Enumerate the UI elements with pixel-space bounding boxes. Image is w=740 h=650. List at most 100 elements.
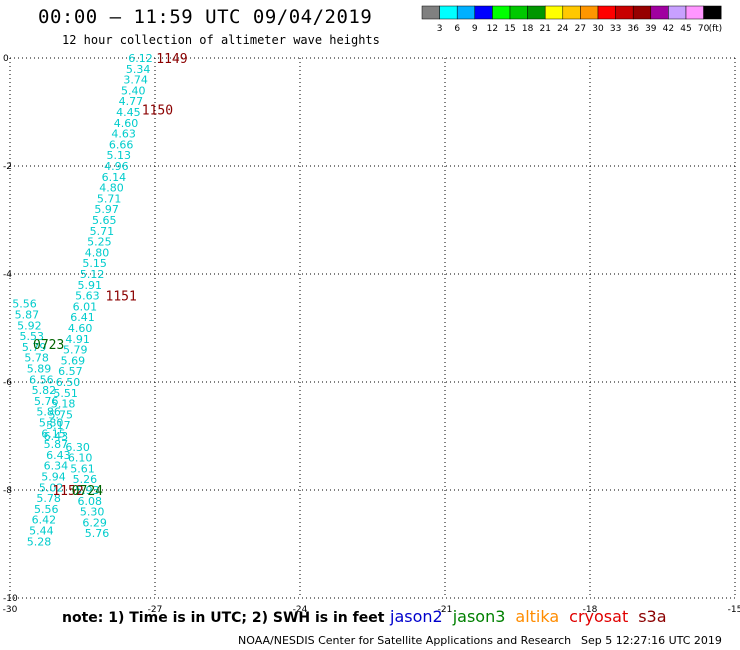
wave-height-value: 5.02 bbox=[39, 481, 64, 494]
wave-height-value: 6.14 bbox=[102, 171, 127, 184]
x-tick-label: -18 bbox=[583, 605, 598, 615]
color-scale-tick: 21 bbox=[539, 24, 550, 34]
color-scale-tick: 12 bbox=[487, 24, 498, 34]
wave-height-value: 5.40 bbox=[121, 84, 146, 97]
pass-time-label: 1152 bbox=[52, 484, 83, 499]
wave-height-value: 5.93 bbox=[75, 484, 100, 497]
wave-height-value: 6.43 bbox=[44, 430, 69, 443]
pass-time-label: 0723 bbox=[33, 338, 64, 353]
wave-height-value: 6.29 bbox=[82, 516, 107, 529]
color-scale-tick: 33 bbox=[610, 24, 621, 34]
wave-height-value: 5.51 bbox=[53, 387, 78, 400]
wave-height-value: 5.87 bbox=[44, 438, 69, 451]
page-subtitle: 12 hour collection of altimeter wave hei… bbox=[62, 33, 380, 47]
wave-height-value: 5.80 bbox=[39, 417, 64, 430]
wave-height-value: 6.08 bbox=[78, 495, 103, 508]
wave-height-value: 5.25 bbox=[87, 236, 112, 249]
y-tick-label: -4 bbox=[3, 270, 12, 280]
wave-height-value: 6.34 bbox=[44, 460, 69, 473]
wave-height-value: 5.82 bbox=[32, 384, 57, 397]
wave-height-value: 4.60 bbox=[114, 117, 139, 130]
color-scale-tick: 42 bbox=[663, 24, 674, 34]
satellite-legend-s3a: s3a bbox=[638, 607, 667, 626]
color-scale-tick: 70 bbox=[698, 24, 710, 34]
wave-height-value: 6.56 bbox=[29, 373, 54, 386]
wave-height-value: 6.66 bbox=[109, 138, 134, 151]
wave-height-value: 5.79 bbox=[63, 344, 88, 357]
wave-height-value: 5.87 bbox=[15, 309, 40, 322]
wave-height-value: 5.92 bbox=[17, 319, 42, 332]
color-scale-unit: (ft) bbox=[709, 24, 723, 34]
wave-height-value: 5.65 bbox=[92, 214, 117, 227]
wave-height-value: 5.56 bbox=[12, 298, 37, 311]
wave-height-value: 4.60 bbox=[68, 322, 93, 335]
wave-height-value: 3.74 bbox=[123, 74, 148, 87]
color-scale-tick: 15 bbox=[504, 24, 515, 34]
color-scale-tick: 30 bbox=[592, 24, 604, 34]
wave-height-value: 5.94 bbox=[41, 471, 66, 484]
wave-height-value: 6.41 bbox=[70, 311, 95, 324]
wave-height-value: 5.86 bbox=[36, 406, 61, 419]
wave-height-value: 5.63 bbox=[75, 290, 100, 303]
wave-height-value: 5.89 bbox=[27, 363, 52, 376]
wave-height-value: 5.79 bbox=[22, 341, 47, 354]
wave-height-value: 5.76 bbox=[85, 527, 110, 540]
wave-height-value: 5.61 bbox=[70, 462, 95, 475]
x-tick-label: -30 bbox=[3, 605, 18, 615]
color-scale-tick: 36 bbox=[627, 24, 639, 34]
color-scale-tick: 45 bbox=[680, 24, 691, 34]
x-tick-label: -27 bbox=[148, 605, 163, 615]
wave-height-value: 4.96 bbox=[104, 160, 129, 173]
pass-time-label: 1149 bbox=[156, 52, 187, 67]
wave-height-value: 5.97 bbox=[94, 203, 119, 216]
y-tick-label: -6 bbox=[3, 378, 12, 388]
wave-height-value: 5.44 bbox=[29, 525, 54, 538]
x-tick-label: -21 bbox=[438, 605, 453, 615]
wave-height-value: 5.53 bbox=[20, 330, 45, 343]
wave-height-value: 6.15 bbox=[41, 427, 66, 440]
footer-note: note: 1) Time is in UTC; 2) SWH is in fe… bbox=[62, 610, 385, 626]
satellite-legend-jason3: jason3 bbox=[452, 607, 506, 626]
wave-height-value: 4.45 bbox=[116, 106, 141, 119]
y-tick-label: -8 bbox=[3, 486, 12, 496]
color-scale-tick: 24 bbox=[557, 24, 569, 34]
x-tick-label: -24 bbox=[293, 605, 308, 615]
wave-height-value: 6.42 bbox=[32, 514, 57, 527]
page-title: 00:00 – 11:59 UTC 09/04/2019 bbox=[38, 6, 373, 28]
wave-height-value: 5.91 bbox=[78, 279, 103, 292]
pass-time-label: 1151 bbox=[106, 290, 137, 305]
wave-height-value: 6.01 bbox=[73, 300, 98, 313]
wave-height-value: 5.13 bbox=[107, 149, 132, 162]
pass-time-label: 0724 bbox=[72, 484, 103, 499]
y-tick-label: -10 bbox=[3, 594, 18, 604]
y-tick-label: 0 bbox=[3, 54, 9, 64]
wave-height-value: 5.15 bbox=[82, 257, 107, 270]
satellite-legend-altika: altika bbox=[515, 607, 560, 626]
wave-height-value: 5.78 bbox=[36, 492, 61, 505]
wave-height-value: 5.17 bbox=[46, 419, 71, 432]
wave-height-value: 6.57 bbox=[58, 365, 83, 378]
wave-height-value: 5.56 bbox=[34, 503, 59, 516]
y-tick-label: -2 bbox=[3, 162, 12, 172]
wave-height-value: 5.75 bbox=[49, 408, 74, 421]
satellite-legend-cryosat: cryosat bbox=[569, 607, 629, 626]
color-swatch bbox=[703, 5, 722, 20]
wave-height-value: 5.71 bbox=[90, 225, 115, 238]
wave-height-value: 5.12 bbox=[80, 268, 105, 281]
wave-height-value: 4.80 bbox=[99, 182, 124, 195]
wave-height-value: 6.43 bbox=[46, 449, 71, 462]
wave-height-value: 6.10 bbox=[68, 452, 93, 465]
color-scale-tick: 3 bbox=[437, 24, 443, 34]
color-scale-tick: 39 bbox=[645, 24, 657, 34]
wave-height-value: 4.77 bbox=[119, 95, 144, 108]
color-scale-legend: 3 6 9 12 15 18 21 24 27 30 33 36 39 42 45 70 (ft) bbox=[421, 5, 723, 34]
wave-height-value: 5.30 bbox=[80, 506, 105, 519]
footer-timestamp: Sep 5 12:27:16 UTC 2019 bbox=[581, 634, 722, 647]
footer-credit: NOAA/NESDIS Center for Satellite Applica… bbox=[238, 634, 572, 647]
x-tick-label: -15 bbox=[728, 605, 740, 615]
wave-height-value: 4.91 bbox=[65, 333, 90, 346]
wave-height-value: 4.63 bbox=[111, 128, 136, 141]
wave-height-value: 5.69 bbox=[61, 354, 86, 367]
satellite-legend: jason2 jason3 altika cryosat s3a bbox=[390, 607, 677, 626]
